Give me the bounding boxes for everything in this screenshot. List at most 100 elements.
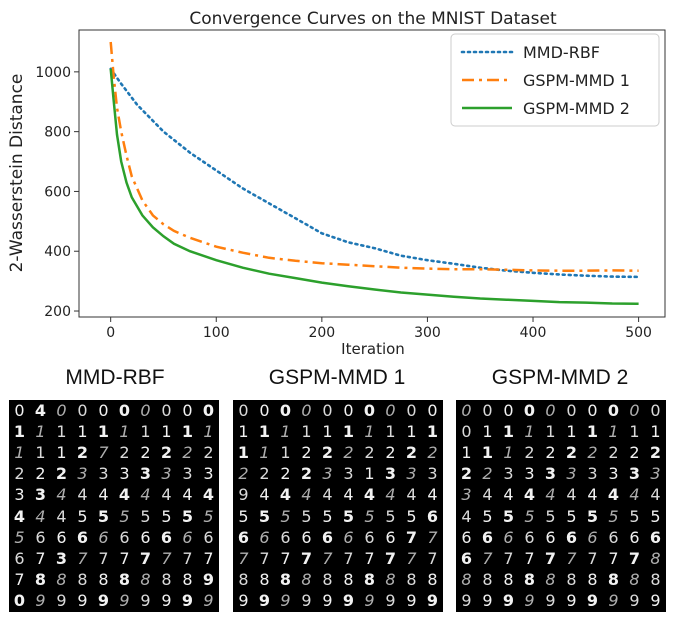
sample-digit: 1 [56, 421, 67, 441]
sample-digit: 7 [524, 548, 535, 568]
sample-digit: 4 [182, 485, 193, 505]
sample-digit: 2 [35, 464, 46, 484]
series-layer [109, 41, 640, 306]
sample-digit: 4 [259, 485, 270, 505]
sample-digit: 7 [608, 548, 619, 568]
sample-digit: 8 [607, 570, 620, 590]
sample-digit: 3 [628, 464, 641, 484]
sample-digit: 9 [364, 591, 375, 611]
sample-digit: 9 [97, 591, 110, 611]
sample-digit: 9 [524, 591, 535, 611]
sample-digit: 2 [280, 464, 291, 484]
sample-digit: 5 [322, 506, 333, 526]
sample-digit: 5 [119, 506, 130, 526]
sample-digit: 1 [181, 421, 194, 441]
sample-digit: 3 [322, 464, 333, 484]
sample-digit: 7 [139, 548, 152, 568]
sample-digit: 9 [202, 570, 215, 590]
sample-digit: 1 [238, 421, 249, 441]
sample-digit: 0 [363, 400, 376, 420]
sample-digit: 5 [385, 506, 396, 526]
sample-digit: 1 [259, 442, 270, 462]
sample-digit: 1 [258, 421, 271, 441]
sample-digit: 6 [481, 527, 494, 547]
sample-digit: 8 [301, 570, 312, 590]
sample-digit: 8 [363, 570, 376, 590]
sample-digit: 5 [161, 506, 172, 526]
sample-digit: 7 [98, 548, 109, 568]
legend-label-2: GSPM-MMD 1 [523, 71, 630, 90]
sample-digit: 2 [55, 464, 68, 484]
sample-digit: 2 [119, 442, 130, 462]
sample-digit: 8 [259, 570, 270, 590]
sample-digit: 9 [203, 591, 214, 611]
sample-digit: 1 [406, 421, 417, 441]
sample-digit: 2 [364, 442, 375, 462]
sample-digit: 0 [566, 400, 577, 420]
sample-digit: 8 [587, 570, 598, 590]
sample-digit: 1 [629, 421, 640, 441]
sample-digit: 7 [161, 548, 172, 568]
sample-digit: 3 [587, 464, 598, 484]
sample-digit: 5 [238, 506, 249, 526]
sample-digit: 9 [140, 591, 151, 611]
sample-digit: 8 [650, 548, 661, 568]
sample-digit: 9 [385, 591, 396, 611]
sample-digit: 1 [461, 442, 472, 462]
sample-digit: 1 [481, 442, 494, 462]
sample-digit: 8 [118, 570, 131, 590]
sample-digit: 0 [56, 400, 67, 420]
x-tick-label: 200 [308, 325, 335, 341]
sample-digit: 1 [301, 421, 312, 441]
sample-digit: 2 [203, 442, 214, 462]
sample-digit: 1 [650, 421, 661, 441]
sample-digit: 6 [237, 527, 250, 547]
sample-digit: 6 [56, 527, 67, 547]
sample-digit: 9 [502, 591, 515, 611]
sample-digit: 0 [322, 400, 333, 420]
sample-digit: 6 [545, 527, 556, 547]
sample-digit: 5 [650, 506, 661, 526]
sample-digit: 0 [650, 400, 661, 420]
x-tick-label: 500 [625, 325, 652, 341]
legend-label-3: GSPM-MMD 2 [523, 99, 630, 118]
sample-digit: 0 [461, 421, 472, 441]
sample-digit: 4 [545, 485, 556, 505]
sample-digit: 4 [385, 485, 396, 505]
x-tick-label: 100 [203, 325, 230, 341]
sample-digit: 9 [119, 591, 130, 611]
sample-digit: 0 [161, 400, 172, 420]
sample-digit: 7 [280, 548, 291, 568]
sample-digit: 0 [629, 400, 640, 420]
sample-digit: 1 [119, 421, 130, 441]
sample-digit: 6 [461, 527, 472, 547]
sample-digit: 8 [77, 570, 88, 590]
sample-digit: 0 [587, 400, 598, 420]
sample-digit: 4 [35, 506, 46, 526]
x-tick-label: 300 [414, 325, 441, 341]
sample-digit: 9 [461, 591, 472, 611]
sample-digit: 7 [364, 548, 375, 568]
sample-digit: 6 [587, 527, 598, 547]
sample-digit: 6 [203, 527, 214, 547]
sample-digit: 7 [343, 548, 354, 568]
sample-digit: 2 [427, 442, 438, 462]
x-tick-label: 0 [106, 325, 115, 341]
sample-digit: 4 [503, 485, 514, 505]
sample-digit: 7 [406, 548, 417, 568]
sample-digit: 6 [629, 527, 640, 547]
sample-digit: 2 [160, 442, 173, 462]
sample-digit: 5 [524, 506, 535, 526]
sample-digit: 1 [566, 421, 577, 441]
sample-digit: 8 [56, 570, 67, 590]
sample-digit: 3 [161, 464, 172, 484]
sample-digit: 7 [259, 548, 270, 568]
legend: MMD-RBF GSPM-MMD 1 GSPM-MMD 2 [450, 33, 660, 127]
sample-digit: 5 [181, 506, 194, 526]
sample-digit: 9 [238, 591, 249, 611]
sample-digit: 6 [565, 527, 578, 547]
sample-digit: 0 [238, 400, 249, 420]
sample-digit: 7 [77, 548, 88, 568]
